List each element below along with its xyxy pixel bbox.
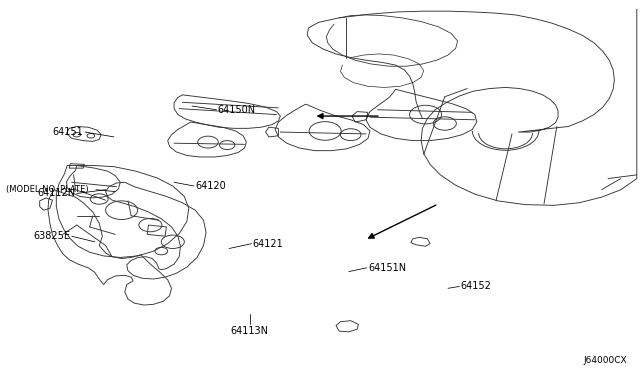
Text: J64000CX: J64000CX — [584, 356, 627, 365]
Text: 64121: 64121 — [253, 239, 284, 248]
Text: (MODEL NO. PLATE): (MODEL NO. PLATE) — [6, 185, 89, 194]
Text: 64152: 64152 — [461, 282, 492, 291]
Text: 63825E: 63825E — [33, 231, 70, 241]
Text: 64150N: 64150N — [218, 105, 256, 115]
Text: 64113N: 64113N — [230, 326, 269, 336]
Text: 64151N: 64151N — [368, 263, 406, 273]
Text: 64151: 64151 — [52, 127, 83, 137]
Text: 64112N: 64112N — [37, 189, 76, 198]
Text: 64120: 64120 — [195, 181, 226, 191]
